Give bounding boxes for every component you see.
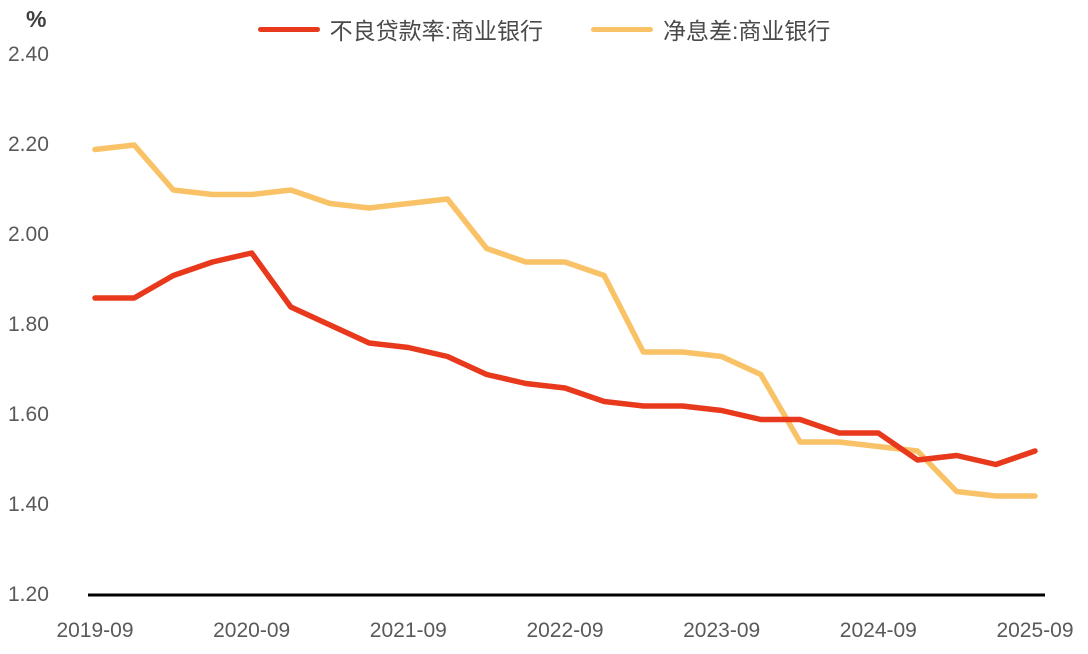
net-interest-margin-line-swatch-icon (591, 26, 653, 32)
y-tick-label: 2.00 (8, 223, 49, 246)
y-tick-label: 1.80 (8, 313, 49, 336)
x-tick-label: 2023-09 (683, 619, 761, 642)
net-interest-margin-line-series (92, 142, 1038, 499)
x-tick-label: 2024-09 (839, 619, 917, 642)
npl-ratio-line-swatch-icon (257, 26, 320, 32)
npl-ratio-line-series (92, 250, 1038, 468)
x-tick-label: 2021-09 (369, 619, 447, 642)
legend-item-net-interest-margin[interactable]: 净息差:商业银行 (591, 12, 830, 46)
x-tick-label: 2025-09 (996, 619, 1074, 642)
y-tick-label: 1.60 (8, 403, 49, 426)
y-tick-label: 1.40 (8, 493, 49, 516)
legend-item-npl-ratio[interactable]: 不良贷款率:商业银行 (257, 12, 543, 46)
legend-label-npl-ratio: 不良贷款率:商业银行 (329, 18, 543, 44)
legend: 不良贷款率:商业银行 净息差:商业银行 (0, 12, 1088, 46)
x-tick-label: 2019-09 (56, 619, 134, 642)
y-axis-unit-label: % (26, 6, 47, 32)
x-tick-label: 2020-09 (213, 619, 291, 642)
legend-label-net-interest-margin: 净息差:商业银行 (663, 18, 831, 44)
y-tick-label: 2.40 (8, 43, 49, 66)
y-tick-label: 2.20 (8, 133, 49, 156)
x-tick-label: 2022-09 (526, 619, 604, 642)
y-tick-label: 1.20 (8, 583, 49, 606)
